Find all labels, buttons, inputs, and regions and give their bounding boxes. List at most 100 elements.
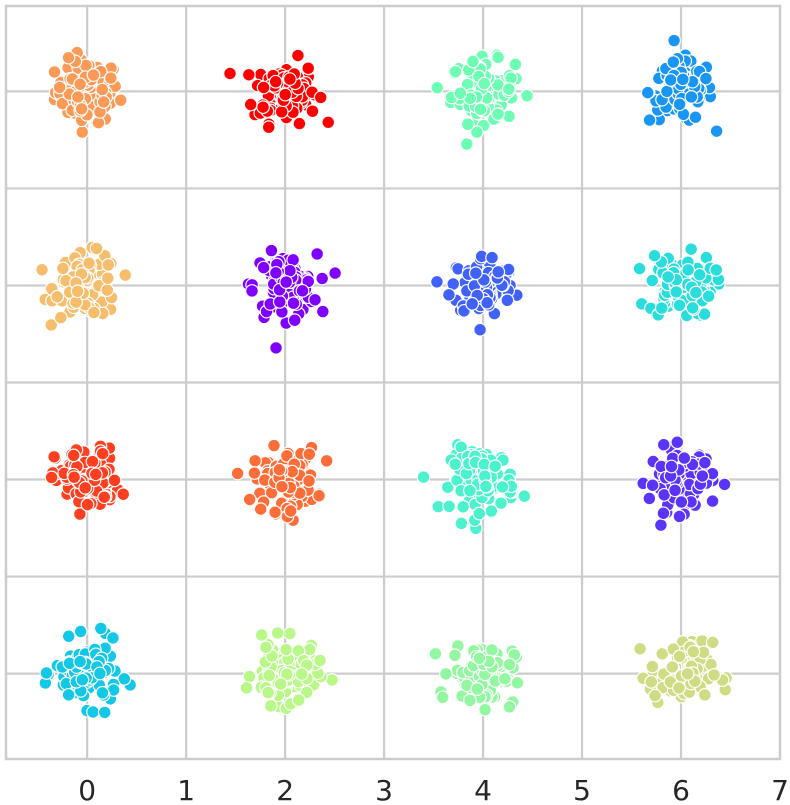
data-point [118, 268, 133, 282]
data-point [709, 263, 724, 277]
data-point [640, 85, 655, 100]
data-point [239, 680, 254, 695]
data-point [56, 261, 70, 276]
data-point [313, 90, 328, 105]
data-point [283, 504, 298, 518]
data-point [44, 318, 59, 332]
data-point [462, 483, 477, 498]
data-point [633, 641, 647, 656]
data-point [310, 247, 325, 261]
data-point [273, 677, 288, 691]
data-point [501, 82, 516, 97]
data-point [688, 285, 703, 300]
data-point [645, 478, 660, 493]
data-point [53, 310, 68, 325]
data-point [52, 80, 67, 95]
data-point [675, 72, 690, 87]
cluster-4-4 [430, 249, 524, 337]
data-point [677, 451, 692, 465]
data-point [82, 256, 96, 271]
data-point [268, 265, 283, 280]
data-point [705, 635, 720, 650]
data-point [665, 660, 680, 674]
data-point [430, 80, 445, 95]
data-point [263, 698, 278, 713]
data-point [416, 470, 431, 484]
data-point [510, 675, 525, 690]
data-point [71, 90, 85, 104]
data-point [107, 473, 122, 488]
data-point [672, 509, 687, 524]
data-point [242, 492, 257, 507]
data-point [666, 55, 681, 69]
data-point [684, 90, 699, 104]
data-point [473, 102, 488, 117]
data-point [644, 674, 659, 689]
data-point [50, 289, 65, 304]
data-point [274, 104, 289, 119]
cluster-2-4 [241, 243, 343, 355]
data-point [278, 87, 293, 102]
data-point [661, 270, 675, 284]
data-point [684, 242, 699, 257]
data-point [697, 455, 712, 470]
data-point [280, 667, 294, 682]
data-point [705, 494, 720, 508]
data-point [95, 82, 110, 97]
data-point [286, 296, 301, 311]
x-tick-label: 5 [573, 774, 591, 805]
data-point [656, 437, 671, 452]
data-point [267, 438, 281, 453]
data-point [294, 667, 309, 681]
data-point [313, 653, 327, 668]
data-point [430, 274, 444, 289]
data-point [654, 301, 669, 315]
data-point [648, 688, 662, 703]
data-point [472, 506, 487, 521]
data-point [695, 469, 710, 483]
data-point [454, 516, 469, 531]
data-point [305, 104, 320, 119]
x-tick-label: 1 [177, 774, 195, 805]
data-point [456, 499, 471, 514]
data-point [248, 453, 262, 468]
cluster-0-4 [35, 240, 133, 332]
cluster-4-6 [430, 48, 534, 151]
x-tick-label: 3 [375, 774, 393, 805]
data-point [485, 250, 499, 265]
data-point [477, 76, 492, 91]
data-point [302, 642, 317, 657]
data-point [520, 88, 534, 103]
data-point [103, 71, 118, 86]
data-point [302, 447, 317, 462]
data-point [282, 626, 297, 641]
data-point [672, 298, 687, 313]
data-point [686, 644, 701, 659]
data-point [312, 488, 326, 503]
data-point [247, 466, 262, 480]
cluster-6-6 [640, 33, 724, 139]
data-point [264, 243, 279, 258]
data-point [453, 86, 468, 101]
cluster-2-2 [230, 438, 334, 528]
data-point [439, 666, 453, 681]
data-point [253, 502, 268, 517]
data-point [428, 646, 443, 661]
data-point [500, 293, 515, 308]
data-point [256, 260, 271, 275]
data-point [100, 283, 115, 298]
data-point [442, 499, 457, 514]
data-point [440, 480, 455, 495]
data-point [96, 95, 111, 109]
data-point [502, 657, 517, 672]
data-point [44, 470, 59, 485]
data-point [279, 275, 294, 289]
data-point [680, 666, 695, 681]
cluster-6-2 [636, 435, 732, 532]
data-point [478, 702, 493, 717]
data-point [282, 72, 297, 87]
data-point [484, 504, 499, 518]
data-point [688, 110, 703, 125]
data-point [272, 462, 287, 477]
cluster-0-2 [44, 439, 131, 521]
